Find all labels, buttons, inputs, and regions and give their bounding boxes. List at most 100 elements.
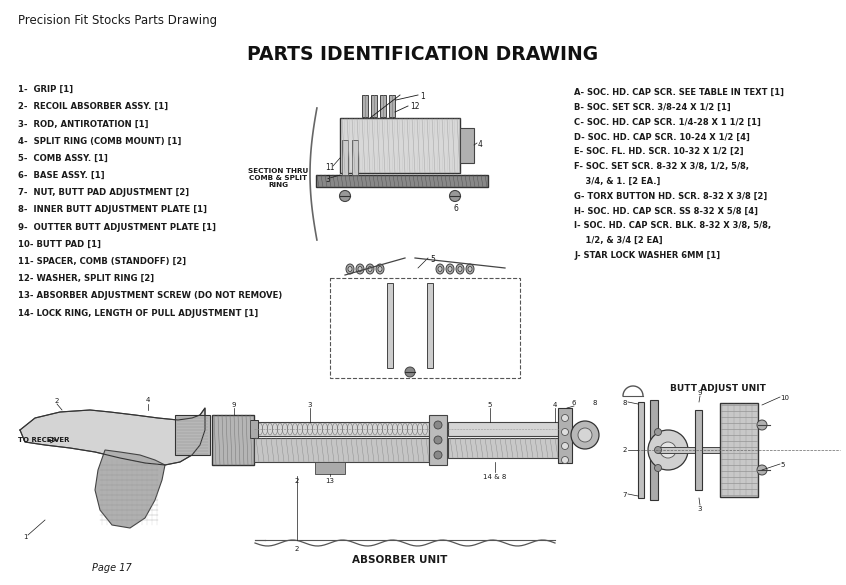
Bar xyxy=(650,400,658,500)
Circle shape xyxy=(655,446,662,453)
Bar xyxy=(720,403,758,497)
Bar xyxy=(362,95,368,117)
Circle shape xyxy=(660,442,676,458)
Bar xyxy=(658,447,738,453)
Text: 1-  GRIP [1]: 1- GRIP [1] xyxy=(18,85,73,94)
Text: 9: 9 xyxy=(232,402,236,408)
Circle shape xyxy=(562,442,569,449)
Text: 12: 12 xyxy=(410,102,420,111)
Circle shape xyxy=(655,464,662,472)
Bar xyxy=(638,402,644,498)
Polygon shape xyxy=(95,450,165,528)
Text: C- SOC. HD. CAP SCR. 1/4-28 X 1 1/2 [1]: C- SOC. HD. CAP SCR. 1/4-28 X 1 1/2 [1] xyxy=(574,118,761,126)
Text: F- SOC. SET SCR. 8-32 X 3/8, 1/2, 5/8,: F- SOC. SET SCR. 8-32 X 3/8, 1/2, 5/8, xyxy=(574,162,749,171)
Text: 5-  COMB ASSY. [1]: 5- COMB ASSY. [1] xyxy=(18,154,108,163)
Text: 6: 6 xyxy=(572,400,576,406)
Text: Page 17: Page 17 xyxy=(92,563,132,573)
Ellipse shape xyxy=(368,267,372,271)
Bar xyxy=(448,438,558,458)
Circle shape xyxy=(562,415,569,422)
Circle shape xyxy=(562,456,569,463)
Circle shape xyxy=(571,421,599,449)
Ellipse shape xyxy=(366,264,374,274)
Text: 14 & 8: 14 & 8 xyxy=(483,474,507,480)
Circle shape xyxy=(578,428,592,442)
Text: 3: 3 xyxy=(698,506,702,512)
Bar xyxy=(380,95,386,117)
Text: 14- LOCK RING, LENGTH OF PULL ADJUSTMENT [1]: 14- LOCK RING, LENGTH OF PULL ADJUSTMENT… xyxy=(18,309,258,318)
Text: 3/4, & 1. [2 EA.]: 3/4, & 1. [2 EA.] xyxy=(574,177,661,186)
Circle shape xyxy=(434,451,442,459)
Text: 5: 5 xyxy=(488,402,492,408)
Text: 10- BUTT PAD [1]: 10- BUTT PAD [1] xyxy=(18,240,101,249)
Text: BUTT ADJUST UNIT: BUTT ADJUST UNIT xyxy=(670,384,766,393)
Text: SECTION THRU
COMB & SPLIT
RING: SECTION THRU COMB & SPLIT RING xyxy=(248,168,308,188)
Text: 3: 3 xyxy=(325,175,330,184)
Text: ABSORBER UNIT: ABSORBER UNIT xyxy=(352,555,448,565)
Bar xyxy=(389,95,395,117)
Ellipse shape xyxy=(356,264,364,274)
Text: 1/2, & 3/4 [2 EA]: 1/2, & 3/4 [2 EA] xyxy=(574,236,662,245)
Text: 11- SPACER, COMB (STANDOFF) [2]: 11- SPACER, COMB (STANDOFF) [2] xyxy=(18,257,186,266)
Text: 4: 4 xyxy=(552,402,558,408)
Ellipse shape xyxy=(458,267,462,271)
Circle shape xyxy=(434,421,442,429)
Text: 9: 9 xyxy=(698,390,702,396)
Ellipse shape xyxy=(358,267,362,271)
Text: 7: 7 xyxy=(623,492,627,498)
Bar xyxy=(175,415,210,455)
Bar xyxy=(558,408,572,463)
Bar xyxy=(340,118,460,173)
Text: 2: 2 xyxy=(294,478,299,484)
Text: 3: 3 xyxy=(308,402,312,408)
Text: 11: 11 xyxy=(325,163,334,172)
Text: 9-  OUTTER BUTT ADJUSTMENT PLATE [1]: 9- OUTTER BUTT ADJUSTMENT PLATE [1] xyxy=(18,223,216,232)
Bar xyxy=(427,283,433,368)
Text: 2: 2 xyxy=(623,447,627,453)
Text: 4: 4 xyxy=(146,397,151,403)
Bar xyxy=(212,415,254,465)
Bar xyxy=(429,415,447,465)
Circle shape xyxy=(434,436,442,444)
Ellipse shape xyxy=(448,267,452,271)
Text: 2-  RECOIL ABSORBER ASSY. [1]: 2- RECOIL ABSORBER ASSY. [1] xyxy=(18,102,168,111)
Bar xyxy=(352,140,358,175)
Text: 13- ABSORBER ADJUSTMENT SCREW (DO NOT REMOVE): 13- ABSORBER ADJUSTMENT SCREW (DO NOT RE… xyxy=(18,291,283,301)
Text: TO RECEIVER: TO RECEIVER xyxy=(18,437,69,443)
Text: 4-  SPLIT RING (COMB MOUNT) [1]: 4- SPLIT RING (COMB MOUNT) [1] xyxy=(18,137,181,146)
Text: 3-  ROD, ANTIROTATION [1]: 3- ROD, ANTIROTATION [1] xyxy=(18,119,149,128)
Text: A- SOC. HD. CAP SCR. SEE TABLE IN TEXT [1]: A- SOC. HD. CAP SCR. SEE TABLE IN TEXT [… xyxy=(574,88,784,97)
Circle shape xyxy=(562,428,569,435)
Bar xyxy=(315,462,345,474)
Text: PARTS IDENTIFICATION DRAWING: PARTS IDENTIFICATION DRAWING xyxy=(247,45,599,64)
Text: 1: 1 xyxy=(23,534,27,540)
Text: H- SOC. HD. CAP SCR. SS 8-32 X 5/8 [4]: H- SOC. HD. CAP SCR. SS 8-32 X 5/8 [4] xyxy=(574,207,758,215)
Circle shape xyxy=(757,420,767,430)
Bar xyxy=(371,95,377,117)
Ellipse shape xyxy=(346,264,354,274)
Text: 8: 8 xyxy=(593,400,597,406)
Bar xyxy=(342,140,348,175)
Bar xyxy=(387,283,393,368)
Ellipse shape xyxy=(456,264,464,274)
Bar xyxy=(695,410,702,490)
Text: 2: 2 xyxy=(294,546,299,552)
Bar xyxy=(254,422,429,436)
Circle shape xyxy=(405,367,415,377)
Text: J- STAR LOCK WASHER 6MM [1]: J- STAR LOCK WASHER 6MM [1] xyxy=(574,251,720,260)
Circle shape xyxy=(757,465,767,475)
Bar xyxy=(448,422,558,436)
Ellipse shape xyxy=(348,267,352,271)
Ellipse shape xyxy=(446,264,454,274)
Polygon shape xyxy=(20,408,205,465)
Ellipse shape xyxy=(438,267,442,271)
Bar xyxy=(460,128,474,163)
Text: 12- WASHER, SPLIT RING [2]: 12- WASHER, SPLIT RING [2] xyxy=(18,274,154,283)
Ellipse shape xyxy=(466,264,474,274)
Bar xyxy=(254,438,429,462)
Ellipse shape xyxy=(376,264,384,274)
Text: G- TORX BUTTON HD. SCR. 8-32 X 3/8 [2]: G- TORX BUTTON HD. SCR. 8-32 X 3/8 [2] xyxy=(574,192,767,201)
Text: 10: 10 xyxy=(780,395,789,401)
Text: E- SOC. FL. HD. SCR. 10-32 X 1/2 [2]: E- SOC. FL. HD. SCR. 10-32 X 1/2 [2] xyxy=(574,147,744,156)
Bar xyxy=(316,175,488,187)
